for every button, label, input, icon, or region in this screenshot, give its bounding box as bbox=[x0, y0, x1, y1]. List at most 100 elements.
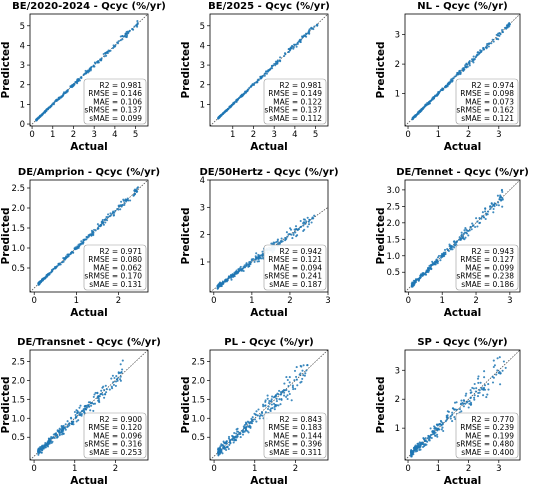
data-point bbox=[427, 269, 430, 272]
data-point bbox=[66, 90, 69, 93]
y-tick-label: 0.5 bbox=[191, 433, 205, 443]
y-tick-label: 0 bbox=[20, 120, 25, 130]
data-point bbox=[121, 35, 124, 38]
metrics-box bbox=[83, 78, 147, 125]
data-point bbox=[508, 23, 511, 26]
data-point bbox=[37, 117, 40, 120]
data-point bbox=[421, 445, 425, 449]
data-point bbox=[223, 441, 226, 444]
data-point bbox=[482, 48, 485, 51]
data-point bbox=[271, 395, 274, 398]
data-point bbox=[302, 229, 305, 233]
data-point bbox=[316, 24, 319, 27]
panel-title: NL - Qcyc (%/yr) bbox=[417, 1, 507, 12]
data-point bbox=[114, 44, 117, 47]
data-point bbox=[499, 32, 502, 35]
y-tick-label: 2.5 bbox=[191, 357, 205, 367]
data-point bbox=[299, 225, 302, 228]
x-tick-label: 0 bbox=[31, 464, 36, 474]
data-point bbox=[495, 373, 498, 376]
axes-frame bbox=[404, 13, 521, 127]
data-point bbox=[428, 436, 431, 439]
data-point bbox=[50, 441, 53, 444]
data-point bbox=[305, 220, 308, 223]
data-point bbox=[55, 98, 58, 102]
data-point bbox=[133, 25, 136, 28]
data-point bbox=[289, 227, 292, 230]
data-point bbox=[483, 370, 486, 373]
data-point bbox=[289, 47, 292, 50]
data-point bbox=[412, 284, 416, 287]
data-point bbox=[70, 84, 73, 87]
data-point bbox=[279, 56, 282, 59]
data-point bbox=[68, 424, 71, 427]
data-point bbox=[489, 205, 492, 208]
data-point bbox=[79, 413, 82, 416]
data-point bbox=[461, 69, 464, 72]
data-point bbox=[223, 279, 227, 282]
data-point bbox=[53, 265, 57, 269]
data-point bbox=[491, 205, 494, 208]
data-point bbox=[431, 430, 434, 433]
data-point bbox=[126, 30, 129, 33]
data-point bbox=[263, 74, 266, 77]
data-point bbox=[497, 32, 500, 35]
data-point bbox=[467, 234, 470, 237]
data-point bbox=[73, 410, 76, 414]
data-point bbox=[442, 429, 445, 433]
panel-title: DE/50Hertz - Qcyc (%/yr) bbox=[199, 167, 338, 178]
axes-frame bbox=[209, 13, 329, 127]
data-point bbox=[432, 262, 435, 265]
x-tick-label: 3 bbox=[91, 130, 96, 140]
data-point bbox=[101, 386, 104, 389]
data-point bbox=[284, 236, 287, 240]
data-point bbox=[90, 229, 94, 232]
data-point bbox=[449, 415, 452, 418]
data-point bbox=[433, 260, 437, 263]
y-tick-label: 4 bbox=[20, 41, 25, 51]
data-point bbox=[225, 448, 228, 452]
data-point bbox=[64, 257, 67, 260]
data-point bbox=[41, 447, 44, 450]
data-point bbox=[103, 396, 106, 399]
data-point bbox=[437, 423, 440, 426]
data-point bbox=[76, 78, 79, 81]
data-point bbox=[441, 426, 444, 429]
data-point bbox=[453, 416, 456, 419]
data-point bbox=[460, 410, 463, 413]
data-point bbox=[111, 387, 114, 390]
data-point bbox=[281, 390, 284, 393]
data-point bbox=[68, 422, 71, 425]
metric-r2: R2 = 0.843 bbox=[279, 415, 322, 424]
data-point bbox=[418, 446, 421, 449]
data-point bbox=[453, 401, 457, 404]
data-point bbox=[294, 231, 297, 234]
x-axis-label: Actual bbox=[70, 475, 108, 487]
data-point bbox=[47, 437, 50, 440]
data-point bbox=[421, 106, 424, 110]
x-tick-label: 1 bbox=[74, 296, 79, 306]
y-tick-label: 5 bbox=[20, 22, 25, 32]
data-point bbox=[487, 45, 490, 48]
data-point bbox=[424, 439, 427, 443]
metric-mae: MAE = 0.144 bbox=[273, 431, 322, 440]
x-tick-label: 4 bbox=[292, 130, 297, 140]
data-point bbox=[38, 283, 41, 286]
data-point bbox=[291, 44, 294, 47]
x-tick-label: 5 bbox=[313, 130, 318, 140]
data-point bbox=[76, 82, 79, 85]
data-point bbox=[79, 76, 82, 79]
data-point bbox=[296, 41, 299, 44]
metric-srmse: sRMSE = 0.480 bbox=[456, 440, 514, 449]
data-point bbox=[103, 218, 106, 221]
data-point bbox=[462, 237, 465, 240]
y-axis-label: Predicted bbox=[375, 377, 387, 434]
data-point bbox=[295, 235, 298, 238]
data-point bbox=[279, 393, 282, 396]
data-point bbox=[246, 420, 249, 423]
data-point bbox=[231, 438, 234, 442]
x-tick-label: 0 bbox=[211, 296, 216, 306]
data-point bbox=[304, 372, 307, 375]
data-point bbox=[236, 271, 240, 274]
data-point bbox=[221, 452, 224, 455]
